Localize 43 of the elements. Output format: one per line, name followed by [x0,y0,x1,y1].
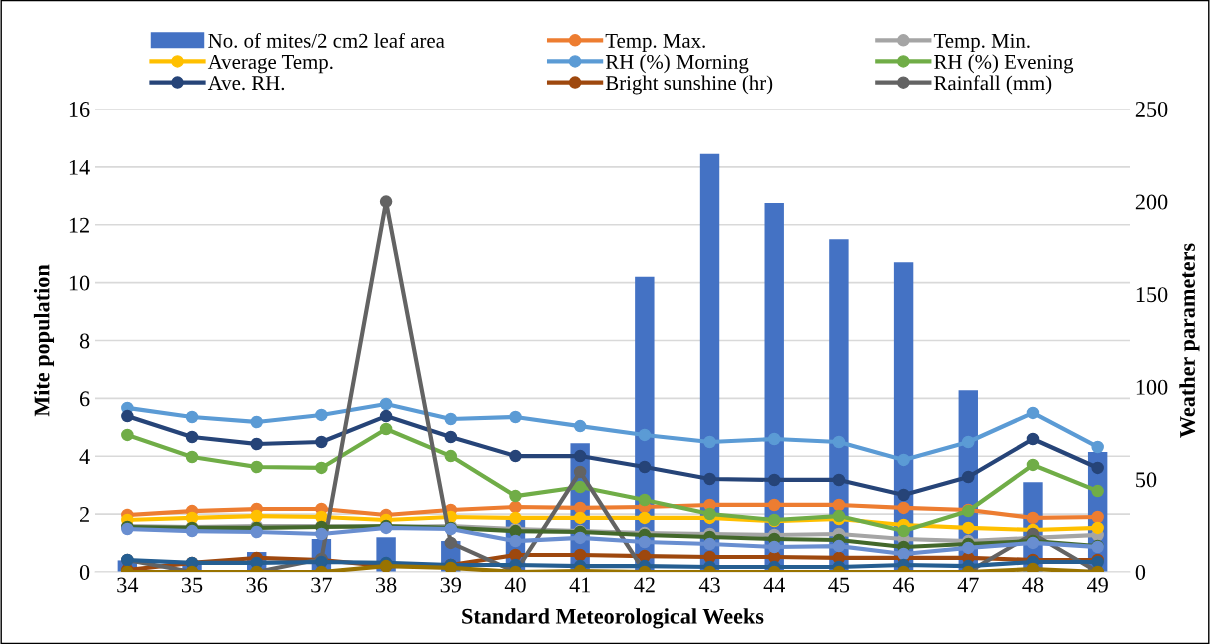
y2-tick-label: 50 [1136,472,1157,488]
y-tick-label: 4 [79,449,90,464]
x-tick-label: 36 [246,577,268,593]
y-tick-label: 14 [69,159,90,175]
y-axis-title: Mite population [33,264,55,417]
x-tick-label: 44 [763,577,785,593]
legend-label: Ave. RH. [207,76,285,91]
y-tick-label: 8 [79,333,90,349]
y2-axis-title: Weather parameters [1179,243,1200,438]
x-tick-label: 46 [892,577,915,593]
x-tick-label: 45 [828,577,850,593]
x-tick-label: 37 [311,577,332,593]
x-tick-label: 42 [634,577,655,593]
y-tick-label: 16 [69,101,90,117]
legend-label: No. of mites/2 cm2 leaf area [208,32,445,48]
y-tick-label: 0 [79,564,90,580]
x-tick-label: 49 [1086,577,1108,593]
legend-label: Temp. Max. [605,33,705,53]
y-tick-label: 10 [69,275,90,291]
x-tick-label: 41 [569,577,590,593]
x-tick-label: 35 [181,577,203,593]
x-tick-label: 43 [698,577,720,593]
legend-label: Average Temp. [207,54,333,74]
x-tick-label: 47 [957,577,979,593]
y2-tick-label: 250 [1135,101,1168,117]
y-tick-label: 6 [79,391,90,407]
x-tick-label: 40 [504,577,526,593]
x-tick-label: 34 [117,577,139,593]
y-tick-label: 2 [80,507,89,522]
legend-label: Temp. Min. [933,33,1030,53]
y2-tick-label: 150 [1136,287,1168,303]
x-tick-label: 39 [440,577,461,593]
y2-tick-label: 100 [1136,379,1168,395]
y-tick-label: 12 [69,217,89,233]
legend-label: RH (%) Morning [605,54,749,74]
y2-tick-label: 200 [1135,194,1168,210]
x-tick-label: 48 [1022,577,1044,593]
x-axis-title: Standard Meteorological Weeks [462,608,764,629]
legend-label: Rainfall (mm) [934,75,1052,95]
x-tick-label: 38 [376,577,397,593]
legend-label: RH (%) Evening [934,54,1074,74]
y2-tick-label: 0 [1135,564,1146,580]
legend-label: Bright sunshine (hr) [605,75,773,95]
